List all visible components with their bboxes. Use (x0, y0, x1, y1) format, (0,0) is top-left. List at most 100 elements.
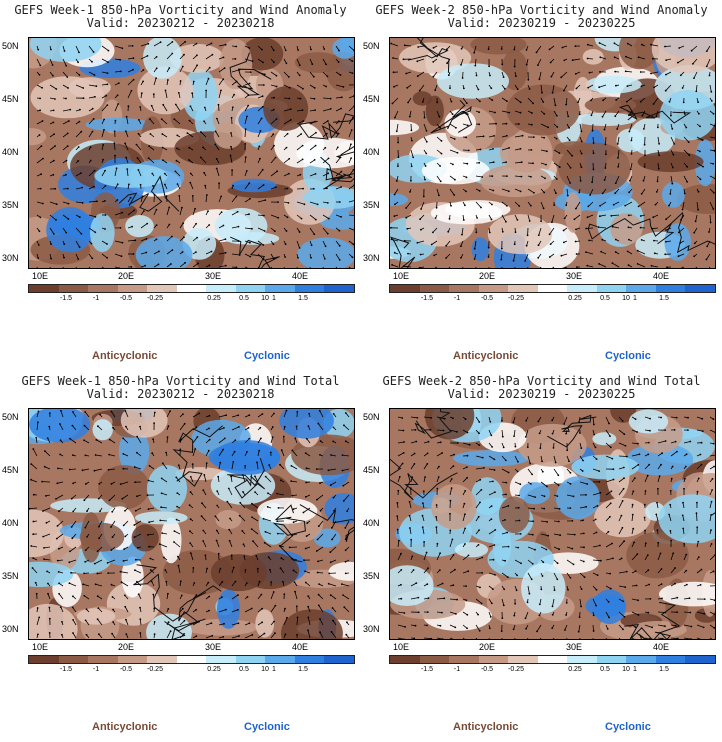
colorbar-swatch (294, 285, 325, 292)
vorticity-map (389, 37, 716, 269)
panel-valid-date: Valid: 20230212 - 20230218 (86, 387, 275, 401)
lat-label: 30N (2, 624, 19, 634)
colorbar-tick: -1 (92, 666, 100, 673)
colorbar-swatch (176, 656, 207, 663)
lat-label: 40N (363, 147, 380, 157)
colorbar-swatch (626, 285, 656, 292)
colorbar-swatch (508, 285, 538, 292)
colorbar-tick: 1.5 (298, 666, 308, 673)
colorbar-tick: -0.5 (480, 295, 494, 302)
colorbar-tick: 1 (633, 295, 637, 302)
colorbar-swatch (265, 285, 295, 292)
colorbar-tick: -1 (453, 666, 461, 673)
colorbar-swatch (390, 285, 420, 292)
colorbar (389, 284, 716, 293)
panel-valid-date: Valid: 20230212 - 20230218 (86, 16, 275, 30)
colorbar-swatch (235, 656, 266, 663)
vorticity-map (28, 408, 355, 640)
panel-week1-total: GEFS Week-1 850-hPa Vorticity and Wind T… (0, 371, 361, 742)
colorbar-tick: 0.25 (207, 666, 221, 673)
colorbar-swatch (655, 285, 686, 292)
colorbar-tick: -1.5 (420, 666, 434, 673)
lat-label: 35N (363, 200, 380, 210)
lat-label: 45N (2, 94, 19, 104)
panel-valid-date: Valid: 20230219 - 20230225 (447, 16, 636, 30)
lon-label: 30E (566, 271, 583, 281)
colorbar-swatch (419, 656, 450, 663)
colorbar-swatch (88, 656, 118, 663)
colorbar-unit: 10 (622, 295, 630, 302)
colorbar-tick: -0.5 (119, 295, 133, 302)
lon-label: 40E (653, 271, 670, 281)
colorbar-swatch (567, 656, 597, 663)
colorbar-tick: 1.5 (659, 666, 669, 673)
lat-label: 30N (363, 253, 380, 263)
colorbar-tick: -1.5 (59, 666, 73, 673)
colorbar-swatch (655, 656, 686, 663)
colorbar-swatch (206, 285, 236, 292)
colorbar-swatch (596, 285, 627, 292)
colorbar-swatch (117, 656, 148, 663)
colorbar-unit: 10 (622, 666, 630, 673)
anticyclonic-label: Anticyclonic (92, 721, 158, 733)
lon-label: 10E (393, 642, 410, 652)
colorbar (389, 655, 716, 664)
colorbar-swatch (29, 656, 59, 663)
panel-title: GEFS Week-1 850-hPa Vorticity and Wind T… (21, 374, 340, 388)
colorbar-tick: -1 (453, 295, 461, 302)
lon-label: 30E (205, 642, 222, 652)
colorbar-swatch (294, 656, 325, 663)
vorticity-map (389, 408, 716, 640)
colorbar-tick: -0.5 (119, 666, 133, 673)
colorbar-unit: 10 (261, 295, 269, 302)
colorbar-swatch (147, 285, 177, 292)
lon-label: 30E (205, 271, 222, 281)
lon-label: 40E (292, 642, 309, 652)
colorbar-swatch (626, 656, 656, 663)
lon-label: 10E (32, 642, 49, 652)
panel-week1-anomaly: GEFS Week-1 850-hPa Vorticity and Wind A… (0, 0, 361, 371)
colorbar-swatch (206, 656, 236, 663)
colorbar-swatch (478, 656, 509, 663)
panel-title: GEFS Week-2 850-hPa Vorticity and Wind T… (382, 374, 701, 388)
lon-label: 40E (653, 642, 670, 652)
colorbar-swatch (478, 285, 509, 292)
lat-label: 35N (2, 200, 19, 210)
cyclonic-label: Cyclonic (605, 350, 651, 362)
colorbar-tick: 0.5 (600, 666, 610, 673)
colorbar-swatch (265, 656, 295, 663)
colorbar-swatch (88, 285, 118, 292)
cyclonic-label: Cyclonic (244, 721, 290, 733)
lon-label: 20E (479, 642, 496, 652)
anticyclonic-label: Anticyclonic (92, 350, 158, 362)
colorbar-tick: 0.25 (568, 666, 582, 673)
cyclonic-label: Cyclonic (244, 350, 290, 362)
colorbar-unit: 10 (261, 666, 269, 673)
colorbar-swatch (324, 656, 355, 663)
lat-label: 35N (2, 571, 19, 581)
lat-label: 40N (2, 147, 19, 157)
lat-label: 45N (2, 465, 19, 475)
lat-label: 30N (2, 253, 19, 263)
panel-week2-total: GEFS Week-2 850-hPa Vorticity and Wind T… (361, 371, 722, 742)
colorbar-swatch (147, 656, 177, 663)
anticyclonic-label: Anticyclonic (453, 721, 519, 733)
lat-label: 45N (363, 94, 380, 104)
lat-label: 40N (2, 518, 19, 528)
colorbar-swatch (390, 656, 420, 663)
colorbar-swatch (117, 285, 148, 292)
lat-label: 45N (363, 465, 380, 475)
colorbar-swatch (537, 656, 568, 663)
lon-label: 40E (292, 271, 309, 281)
colorbar-tick: 0.5 (239, 295, 249, 302)
colorbar-tick: 0.25 (568, 295, 582, 302)
lat-label: 35N (363, 571, 380, 581)
panel-valid-date: Valid: 20230219 - 20230225 (447, 387, 636, 401)
lon-label: 30E (566, 642, 583, 652)
lat-label: 50N (2, 412, 19, 422)
colorbar-tick: -0.25 (508, 295, 524, 302)
colorbar-tick: 1 (272, 666, 276, 673)
colorbar (28, 284, 355, 293)
lat-label: 50N (363, 41, 380, 51)
colorbar-tick: -1.5 (59, 295, 73, 302)
